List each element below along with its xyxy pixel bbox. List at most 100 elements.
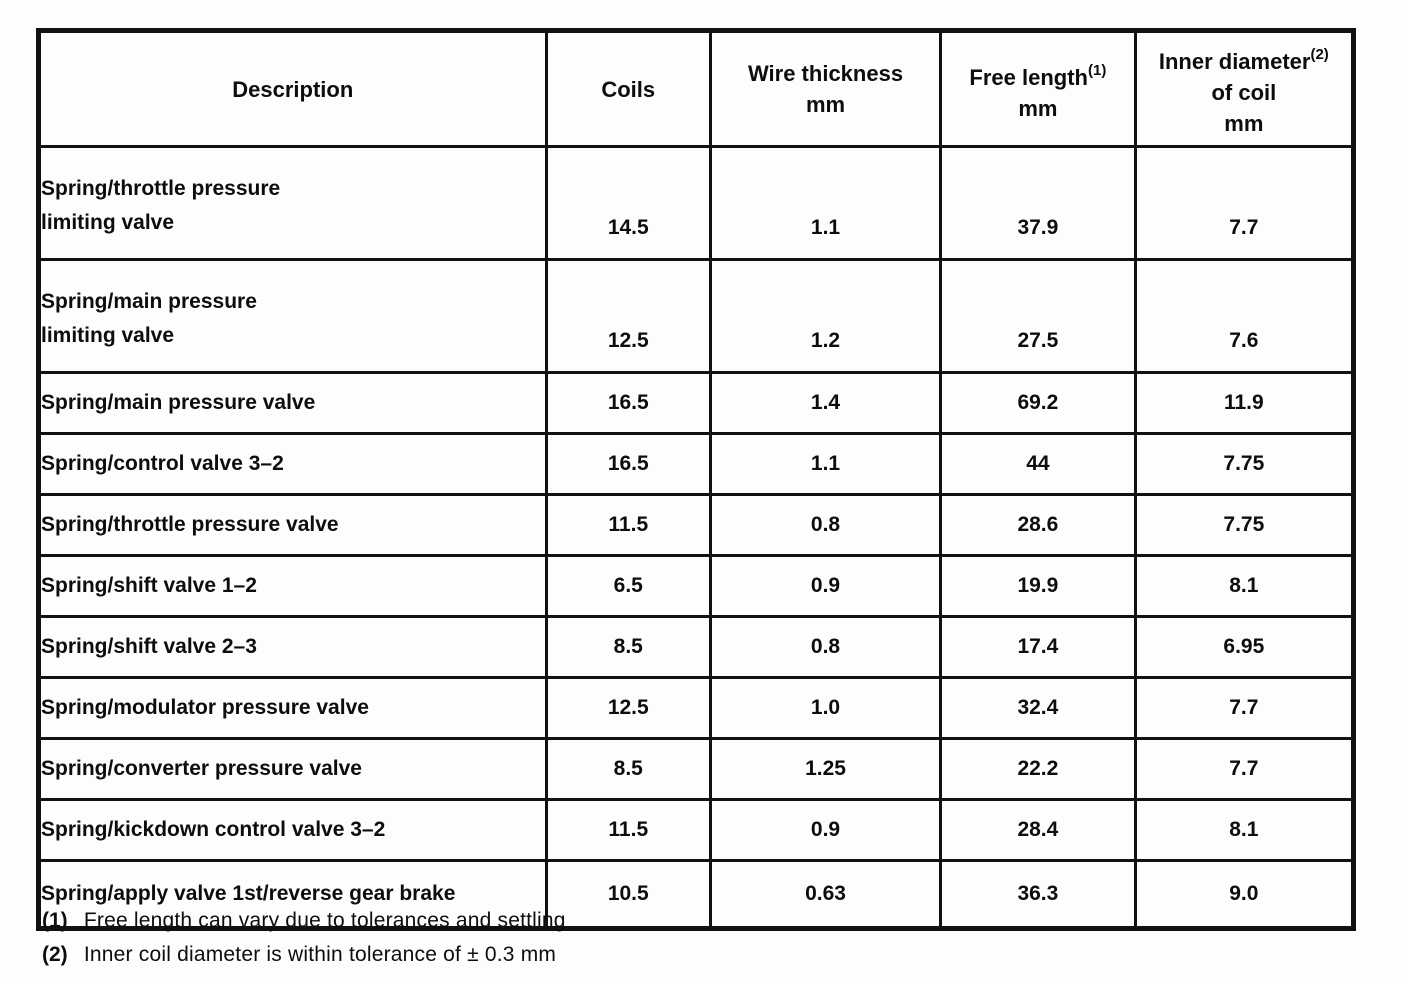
cell-inner-diameter: 7.75 <box>1133 493 1356 557</box>
column-header-free_length: Free length(1) mm <box>939 29 1137 148</box>
column-header-wire_thickness: Wire thickness mm <box>708 29 943 148</box>
footnote-1-text: Free length can vary due to tolerances a… <box>83 909 566 932</box>
cell-free-length: 37.9 <box>939 145 1137 261</box>
cell-description: Spring/modulator pressure valve <box>37 676 548 740</box>
table-row: Spring/converter pressure valve 8.5 1.25 22… <box>37 737 1356 801</box>
cell-coils: 6.5 <box>544 554 712 618</box>
description-line: Spring/modulator pressure valve <box>41 696 369 719</box>
table-row: Spring/kickdown control valve 3–2 11.5 0.9… <box>37 798 1356 862</box>
cell-description: Spring/main pressure limiting valve <box>37 258 548 374</box>
description-line: Spring/throttle pressure valve <box>41 513 339 536</box>
cell-wire-thickness: 0.8 <box>708 615 943 679</box>
table-row: Spring/apply valve 1st/reverse gear brak… <box>37 859 1356 930</box>
cell-description: Spring/shift valve 1–2 <box>37 554 548 618</box>
cell-coils: 8.5 <box>544 737 712 801</box>
cell-description: Spring/throttle pressure limiting valve <box>37 145 548 261</box>
description-line: Spring/shift valve 2–3 <box>41 635 257 658</box>
footnotes: (1) Free length can vary due to toleranc… <box>42 904 566 972</box>
cell-wire-thickness: 1.4 <box>708 371 943 435</box>
cell-description: Spring/control valve 3–2 <box>37 432 548 496</box>
footnote-1: (1) Free length can vary due to toleranc… <box>42 904 566 938</box>
cell-coils: 12.5 <box>544 676 712 740</box>
column-header-inner_diameter-line: Inner diameter <box>1158 49 1311 74</box>
cell-inner-diameter: 7.7 <box>1133 676 1356 740</box>
description-line: Spring/shift valve 1–2 <box>41 574 257 597</box>
cell-wire-thickness: 1.2 <box>708 258 943 374</box>
table-row: Spring/main pressure valve 16.5 1.4 69.2 11.… <box>37 371 1356 435</box>
cell-coils: 12.5 <box>544 258 712 374</box>
footnote-2-text: Inner coil diameter is within tolerance … <box>83 943 557 966</box>
cell-description: Spring/shift valve 2–3 <box>37 615 548 679</box>
cell-free-length: 36.3 <box>939 859 1137 930</box>
description-line: Spring/converter pressure valve <box>41 757 362 780</box>
cell-wire-thickness: 0.8 <box>708 493 943 557</box>
cell-description: Spring/main pressure valve <box>37 371 548 435</box>
table-row: Spring/shift valve 2–3 8.5 0.8 17.4 6.95 <box>37 615 1356 679</box>
table-header: Description Coils Wire thickness mm Free len… <box>37 29 1356 148</box>
cell-inner-diameter: 7.6 <box>1133 258 1356 374</box>
footnote-1-marker: (1) <box>42 909 68 932</box>
description-line: Spring/control valve 3–2 <box>41 452 284 475</box>
cell-free-length: 28.4 <box>939 798 1137 862</box>
cell-inner-diameter: 7.7 <box>1133 737 1356 801</box>
column-header-free_length-line: Free length <box>969 64 1088 90</box>
description-line: Spring/throttle pressure <box>41 177 281 200</box>
cell-free-length: 19.9 <box>939 554 1137 618</box>
column-header-coils-line: Coils <box>601 76 656 102</box>
description-line: Spring/apply valve 1st/reverse gear brak… <box>41 882 456 905</box>
column-header-description-line: Description <box>232 76 354 102</box>
column-header-inner_diameter-line: of coil <box>1211 80 1277 105</box>
cell-coils: 10.5 <box>544 859 712 930</box>
cell-coils: 11.5 <box>544 798 712 862</box>
spring-specifications-table: Description Coils Wire thickness mm Free len… <box>36 28 1356 931</box>
cell-wire-thickness: 0.9 <box>708 554 943 618</box>
column-header-free_length-line: mm <box>1018 95 1058 121</box>
description-line: Spring/kickdown control valve 3–2 <box>41 818 386 841</box>
cell-free-length: 22.2 <box>939 737 1137 801</box>
description-line: Spring/main pressure <box>41 290 257 313</box>
cell-wire-thickness: 0.9 <box>708 798 943 862</box>
column-header-inner_diameter-line: mm <box>1224 111 1264 136</box>
column-header-coils: Coils <box>544 29 712 148</box>
cell-inner-diameter: 8.1 <box>1133 798 1356 862</box>
footnote-2: (2) Inner coil diameter is within tolera… <box>42 938 566 972</box>
footnote-2-marker: (2) <box>42 943 68 966</box>
column-header-wire_thickness-line: Wire thickness <box>747 61 904 86</box>
table-row: Spring/throttle pressure limiting valve 14… <box>37 145 1356 261</box>
cell-inner-diameter: 9.0 <box>1133 859 1356 930</box>
cell-wire-thickness: 1.0 <box>708 676 943 740</box>
column-header-description: Description <box>37 29 548 148</box>
cell-free-length: 32.4 <box>939 676 1137 740</box>
cell-free-length: 44 <box>939 432 1137 496</box>
cell-description: Spring/kickdown control valve 3–2 <box>37 798 548 862</box>
cell-inner-diameter: 6.95 <box>1133 615 1356 679</box>
cell-inner-diameter: 7.75 <box>1133 432 1356 496</box>
description-line: Spring/main pressure valve <box>41 391 316 414</box>
cell-free-length: 27.5 <box>939 258 1137 374</box>
column-header-inner_diameter: Inner diameter(2) of coil mm <box>1133 29 1356 148</box>
description-line: limiting valve <box>41 211 175 234</box>
table-row: Spring/shift valve 1–2 6.5 0.9 19.9 8.1 <box>37 554 1356 618</box>
table-row: Spring/modulator pressure valve 12.5 1.0 32… <box>37 676 1356 740</box>
cell-free-length: 28.6 <box>939 493 1137 557</box>
cell-coils: 16.5 <box>544 371 712 435</box>
cell-coils: 16.5 <box>544 432 712 496</box>
column-header-wire_thickness-line: mm <box>805 92 846 117</box>
table-row: Spring/throttle pressure valve 11.5 0.8 28.… <box>37 493 1356 557</box>
cell-coils: 11.5 <box>544 493 712 557</box>
cell-wire-thickness: 1.1 <box>708 145 943 261</box>
cell-wire-thickness: 1.1 <box>708 432 943 496</box>
cell-description: Spring/converter pressure valve <box>37 737 548 801</box>
cell-coils: 14.5 <box>544 145 712 261</box>
cell-inner-diameter: 11.9 <box>1133 371 1356 435</box>
cell-wire-thickness: 1.25 <box>708 737 943 801</box>
cell-coils: 8.5 <box>544 615 712 679</box>
cell-description: Spring/throttle pressure valve <box>37 493 548 557</box>
cell-inner-diameter: 8.1 <box>1133 554 1356 618</box>
cell-free-length: 17.4 <box>939 615 1137 679</box>
footnote-reference-icon: (1) <box>1088 61 1107 79</box>
cell-wire-thickness: 0.63 <box>708 859 943 930</box>
header-row: Description Coils Wire thickness mm Free len… <box>37 29 1356 148</box>
description-line: limiting valve <box>41 324 175 347</box>
